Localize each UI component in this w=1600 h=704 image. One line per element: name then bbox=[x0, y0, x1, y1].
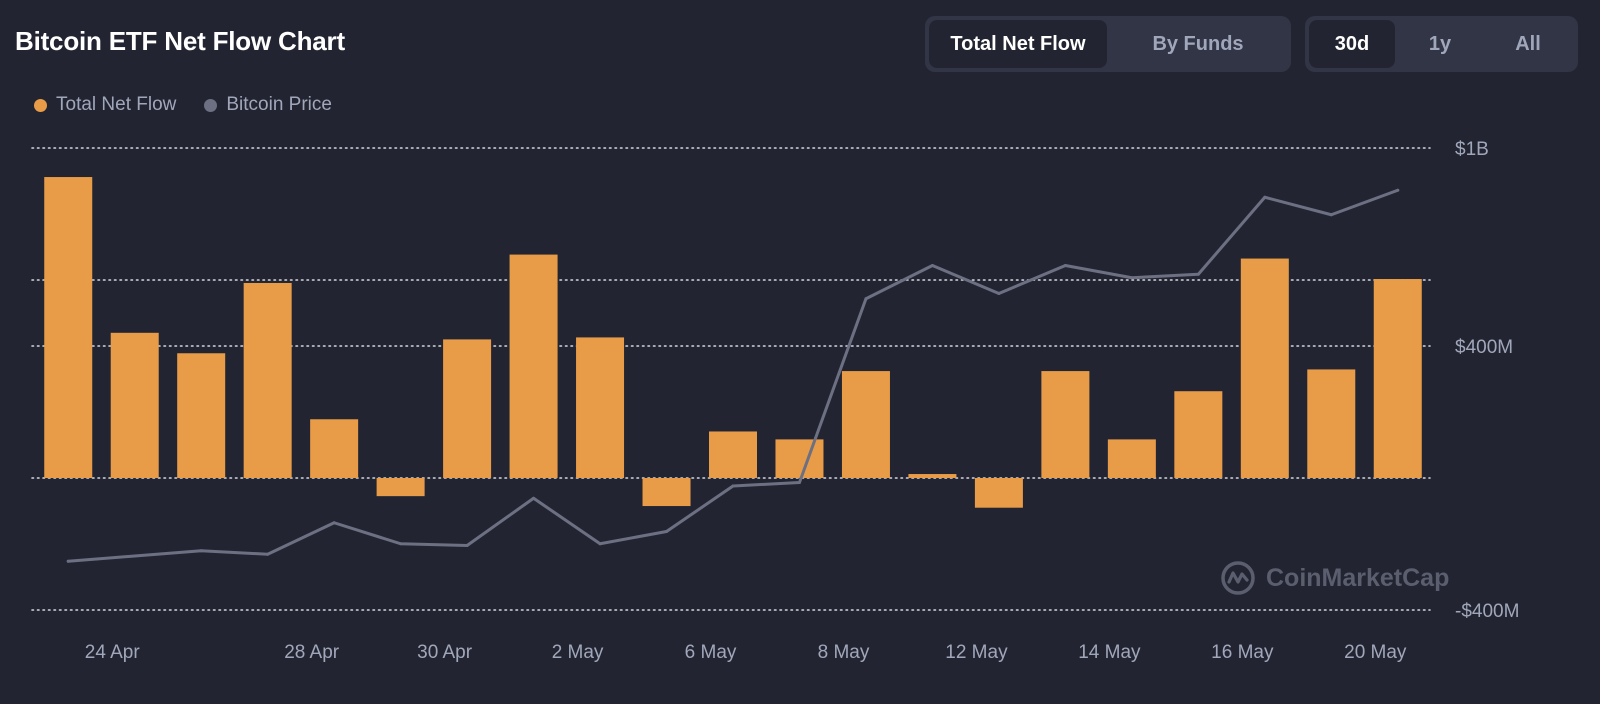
range-toggle: 30d 1y All bbox=[1305, 16, 1578, 72]
net-flow-bar bbox=[1307, 369, 1356, 478]
bitcoin-price-point bbox=[1329, 213, 1333, 217]
bitcoin-price-point bbox=[1263, 195, 1267, 199]
legend-label: Bitcoin Price bbox=[226, 94, 332, 115]
bitcoin-price-point bbox=[1196, 272, 1200, 276]
x-tick-label: 30 Apr bbox=[417, 642, 473, 663]
legend-dot-icon bbox=[204, 98, 218, 112]
page-title: Bitcoin ETF Net Flow Chart bbox=[15, 26, 345, 56]
x-tick-label: 24 Apr bbox=[85, 642, 141, 663]
y-tick-label: -$400M bbox=[1455, 601, 1519, 622]
x-tick-label: 12 May bbox=[945, 642, 1008, 663]
bitcoin-price-point bbox=[532, 496, 536, 500]
bitcoin-price-point bbox=[1396, 188, 1400, 192]
legend-label: Total Net Flow bbox=[56, 94, 177, 115]
legend-item-total-net-flow[interactable]: Total Net Flow bbox=[34, 94, 176, 116]
x-tick-label: 14 May bbox=[1078, 642, 1141, 663]
bitcoin-price-point bbox=[199, 549, 203, 553]
bitcoin-price-point bbox=[930, 264, 934, 267]
x-tick-label: 28 Apr bbox=[284, 642, 340, 663]
x-tick-label: 6 May bbox=[685, 642, 737, 663]
watermark: CoinMarketCap bbox=[1220, 560, 1449, 596]
net-flow-bar bbox=[576, 337, 625, 478]
bitcoin-price-point bbox=[1130, 276, 1134, 280]
tab-total-net-flow[interactable]: Total Net Flow bbox=[929, 20, 1107, 68]
bitcoin-price-point bbox=[332, 521, 336, 525]
net-flow-bar bbox=[1041, 371, 1090, 478]
coinmarketcap-logo-icon bbox=[1221, 561, 1255, 595]
net-flow-bar bbox=[44, 177, 93, 479]
net-flow-bar bbox=[110, 332, 159, 478]
bitcoin-price-point bbox=[665, 530, 669, 533]
net-flow-bar bbox=[310, 419, 359, 478]
legend-dot-icon bbox=[34, 98, 47, 112]
bitcoin-price-point bbox=[465, 544, 469, 547]
tab-by-funds[interactable]: By Funds bbox=[1152, 32, 1244, 55]
net-flow-bar bbox=[243, 282, 292, 478]
range-1y-button[interactable]: 1y bbox=[1428, 32, 1452, 55]
net-flow-bar bbox=[642, 478, 691, 507]
net-flow-bar bbox=[841, 371, 890, 478]
bitcoin-price-point bbox=[1063, 264, 1067, 267]
bitcoin-price-point bbox=[731, 484, 735, 488]
view-toggle: Total Net Flow By Funds bbox=[925, 16, 1291, 72]
x-tick-label: 16 May bbox=[1211, 642, 1274, 663]
x-tick-label: 2 May bbox=[552, 642, 604, 663]
net-flow-bar bbox=[1373, 279, 1422, 478]
net-flow-bar bbox=[509, 254, 558, 478]
net-flow-bar bbox=[775, 439, 824, 478]
net-flow-bar bbox=[709, 431, 757, 478]
net-flow-bar bbox=[1174, 391, 1223, 478]
bitcoin-price-point bbox=[997, 292, 1001, 295]
net-flow-bar bbox=[908, 474, 957, 478]
bitcoin-price-point bbox=[797, 481, 801, 484]
bitcoin-price-point bbox=[66, 559, 70, 563]
y-tick-label: $400M bbox=[1455, 337, 1513, 358]
bitcoin-price-point bbox=[266, 552, 270, 556]
chart-legend: Total Net Flow Bitcoin Price bbox=[34, 94, 332, 116]
legend-item-bitcoin-price[interactable]: Bitcoin Price bbox=[204, 94, 332, 116]
net-flow-bar bbox=[443, 339, 492, 478]
net-flow-bar bbox=[177, 353, 226, 478]
y-tick-label: $1B bbox=[1455, 139, 1489, 160]
range-all-button[interactable]: All bbox=[1515, 32, 1541, 55]
net-flow-bar bbox=[1240, 258, 1289, 478]
x-tick-label: 20 May bbox=[1344, 642, 1407, 663]
bitcoin-price-point bbox=[399, 542, 403, 546]
net-flow-bar bbox=[376, 478, 425, 497]
bitcoin-price-point bbox=[864, 297, 868, 301]
watermark-text: CoinMarketCap bbox=[1266, 563, 1450, 592]
net-flow-bar bbox=[974, 478, 1023, 508]
net-flow-bar bbox=[1107, 439, 1156, 478]
x-tick-label: 8 May bbox=[818, 642, 870, 663]
bitcoin-price-point bbox=[133, 554, 137, 558]
bitcoin-price-point bbox=[598, 542, 602, 546]
range-30d-button[interactable]: 30d bbox=[1309, 20, 1395, 68]
